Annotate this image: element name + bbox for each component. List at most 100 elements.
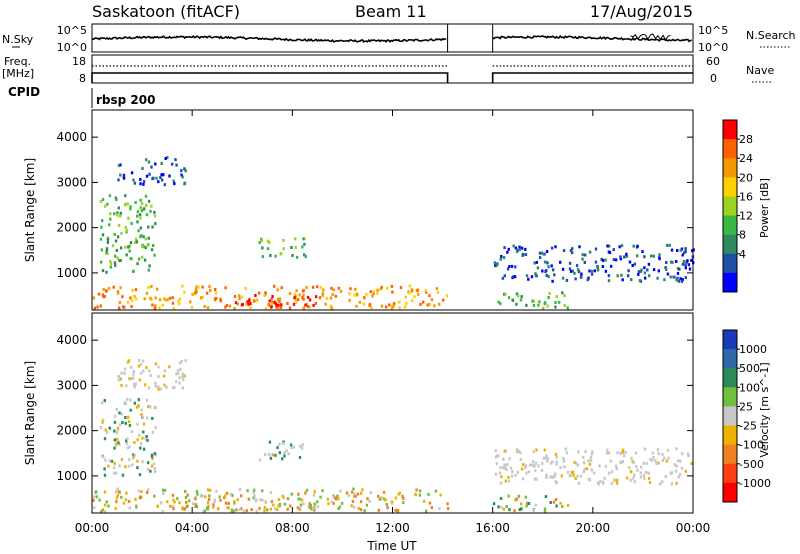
power-cell bbox=[115, 248, 118, 252]
power-cell bbox=[172, 307, 176, 311]
power-cell bbox=[136, 220, 139, 224]
velocity-cell bbox=[540, 469, 544, 472]
velocity-cell bbox=[151, 430, 155, 434]
power-cell bbox=[507, 296, 511, 300]
power-cell bbox=[690, 258, 693, 262]
velocity-cell bbox=[661, 459, 664, 462]
power-cell bbox=[398, 300, 401, 304]
power-cell bbox=[355, 304, 358, 308]
velocity-cell bbox=[194, 505, 197, 508]
velocity-cell bbox=[141, 436, 144, 440]
velocity-cell bbox=[223, 496, 226, 500]
power-cell bbox=[555, 295, 558, 299]
velocity-cell bbox=[133, 385, 136, 389]
velocity-cell bbox=[299, 444, 302, 448]
power-cell bbox=[116, 235, 120, 239]
velocity-cell bbox=[585, 467, 589, 471]
velocity-cell bbox=[640, 465, 643, 469]
power-cell bbox=[308, 305, 311, 309]
velocity-cell bbox=[136, 466, 139, 470]
power-cell bbox=[372, 290, 376, 294]
power-cell bbox=[392, 304, 395, 308]
power-cell bbox=[147, 225, 150, 229]
power-cell bbox=[136, 262, 139, 266]
velocity-cell bbox=[579, 474, 583, 478]
power-cell bbox=[114, 239, 118, 243]
velocity-cell bbox=[561, 505, 564, 509]
velocity-cell bbox=[277, 504, 280, 508]
velocity-cell bbox=[227, 506, 230, 510]
power-cell bbox=[144, 246, 147, 250]
velocity-cell bbox=[359, 508, 363, 512]
velocity-cell bbox=[633, 473, 636, 477]
velocity-cell bbox=[140, 408, 143, 412]
power-cell bbox=[139, 177, 142, 181]
power-cell bbox=[270, 297, 273, 301]
power-cell bbox=[119, 259, 122, 262]
velocity-cell bbox=[153, 494, 156, 498]
power-cell bbox=[675, 260, 678, 263]
power-cell bbox=[569, 269, 573, 273]
power-cell bbox=[571, 247, 574, 251]
velocity-cell bbox=[136, 459, 139, 463]
power-cell bbox=[105, 247, 109, 251]
velocity-cell bbox=[312, 493, 316, 497]
velocity-cell bbox=[212, 503, 215, 507]
velocity-cell bbox=[118, 464, 121, 468]
power-cell bbox=[632, 244, 635, 248]
velocity-cell bbox=[415, 488, 418, 492]
power-cell bbox=[264, 307, 268, 311]
velocity-cell bbox=[176, 497, 179, 501]
velocity-cell bbox=[498, 471, 502, 475]
power-cell bbox=[100, 225, 103, 229]
velocity-cell bbox=[510, 474, 514, 478]
power-cell bbox=[325, 296, 329, 300]
velocity-cell bbox=[676, 459, 680, 463]
velocity-cell bbox=[300, 498, 304, 502]
velocity-cell bbox=[253, 488, 256, 492]
power-cell bbox=[132, 178, 135, 182]
velocity-cell bbox=[268, 440, 272, 444]
power-cell bbox=[171, 301, 175, 305]
power-cell bbox=[614, 258, 618, 262]
velocity-cell bbox=[534, 469, 537, 473]
velocity-cell bbox=[298, 497, 301, 501]
velocity-cell bbox=[255, 509, 258, 513]
power-cell bbox=[119, 246, 123, 250]
velocity-cell bbox=[309, 506, 312, 510]
velocity-cell bbox=[356, 492, 360, 496]
power-cell bbox=[108, 194, 112, 198]
velocity-cell bbox=[101, 401, 104, 405]
velocity-cell bbox=[151, 416, 154, 420]
velocity-cell bbox=[142, 447, 146, 451]
power-cell bbox=[521, 253, 524, 257]
velocity-cell bbox=[522, 463, 525, 467]
power-cell bbox=[534, 273, 538, 277]
velocity-cell bbox=[634, 451, 638, 455]
power-cell bbox=[494, 264, 497, 268]
x-tick-label: 08:00 bbox=[275, 521, 310, 535]
velocity-cell bbox=[607, 451, 611, 455]
velocity-cell bbox=[195, 505, 199, 509]
velocity-cell bbox=[321, 489, 324, 493]
velocity-cell bbox=[264, 500, 267, 504]
power-cell bbox=[681, 253, 684, 257]
power-cell bbox=[404, 295, 407, 299]
power-cell bbox=[305, 302, 308, 306]
power-cell bbox=[130, 171, 134, 175]
velocity-cell bbox=[351, 499, 355, 503]
velocity-cell bbox=[101, 420, 104, 424]
velocity-cell bbox=[607, 471, 611, 475]
power-cell bbox=[161, 173, 165, 177]
velocity-cell bbox=[621, 450, 624, 454]
power-cell bbox=[213, 297, 217, 301]
power-cell bbox=[580, 272, 583, 276]
velocity-cell bbox=[549, 475, 552, 479]
velocity-cell bbox=[554, 498, 558, 501]
power-cell bbox=[499, 257, 502, 261]
velocity-cell bbox=[584, 450, 587, 454]
power-cell bbox=[109, 212, 112, 216]
power-cell bbox=[286, 301, 289, 305]
velocity-cell bbox=[120, 384, 123, 387]
velocity-cell bbox=[231, 508, 234, 512]
